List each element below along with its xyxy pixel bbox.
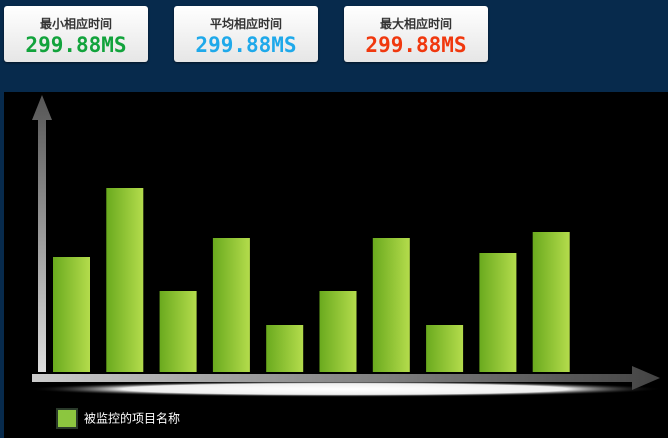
bar: [532, 232, 570, 372]
y-axis: [32, 95, 52, 372]
bar: [106, 188, 144, 372]
bar: [212, 238, 250, 372]
stat-card: 最大相应时间 299.88MS: [344, 6, 488, 62]
bar: [479, 253, 517, 372]
stat-title: 最大相应时间: [379, 17, 452, 31]
bar: [53, 257, 90, 372]
stat-title: 平均相应时间: [209, 17, 282, 31]
stat-title: 最小相应时间: [39, 17, 112, 31]
bar: [319, 291, 357, 372]
x-axis: [32, 366, 660, 390]
axis-reflection: [27, 381, 663, 397]
stat-value: 299.88MS: [195, 33, 297, 57]
legend-swatch: [56, 408, 78, 429]
stat-card: 最小相应时间 299.88MS: [4, 6, 148, 62]
legend-label: 被监控的项目名称: [84, 411, 180, 426]
bar: [426, 325, 464, 372]
stat-card: 平均相应时间 299.88MS: [174, 6, 318, 62]
bar: [372, 238, 410, 372]
stat-value: 299.88MS: [25, 33, 127, 57]
bar: [159, 291, 197, 372]
stat-value: 299.88MS: [365, 33, 467, 57]
bar: [266, 325, 304, 372]
